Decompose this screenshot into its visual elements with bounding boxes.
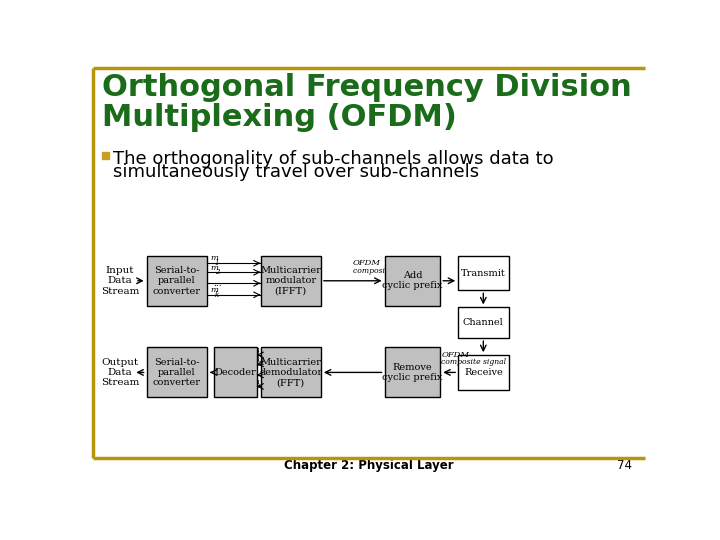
Text: Chapter 2: Physical Layer: Chapter 2: Physical Layer	[284, 458, 454, 472]
Text: Remove
cyclic prefix: Remove cyclic prefix	[382, 363, 443, 382]
Text: 1: 1	[215, 259, 220, 267]
Text: ...: ...	[213, 279, 222, 288]
Text: 74: 74	[618, 458, 632, 472]
Bar	[147, 256, 207, 306]
Text: k: k	[256, 382, 260, 390]
Text: composite signal: composite signal	[441, 358, 507, 366]
Text: 2: 2	[215, 268, 220, 276]
Bar	[384, 347, 441, 397]
Text: simultaneously travel over sub-channels: simultaneously travel over sub-channels	[113, 164, 480, 181]
Text: Input
Data
Stream: Input Data Stream	[101, 266, 139, 296]
Bar	[102, 152, 109, 159]
Bar	[214, 347, 256, 397]
Text: The orthogonality of sub-channels allows data to: The orthogonality of sub-channels allows…	[113, 150, 554, 167]
Bar	[458, 307, 508, 338]
Text: composite signal: composite signal	[353, 267, 418, 275]
Text: Channel: Channel	[463, 318, 504, 327]
Text: Decoder: Decoder	[215, 368, 256, 377]
Text: 2: 2	[256, 360, 261, 368]
Bar	[261, 347, 321, 397]
Bar	[261, 256, 321, 306]
Text: Output
Data
Stream: Output Data Stream	[101, 357, 139, 387]
Bar	[147, 347, 207, 397]
Text: Multicarrier
demodulator
(FFT): Multicarrier demodulator (FFT)	[259, 357, 323, 387]
Text: OFDM: OFDM	[353, 259, 381, 267]
Text: Multiplexing (OFDM): Multiplexing (OFDM)	[102, 103, 457, 132]
Text: Transmit: Transmit	[461, 268, 505, 278]
Text: OFDM: OFDM	[441, 350, 469, 359]
Text: m: m	[251, 377, 259, 386]
Bar	[384, 256, 441, 306]
Text: m: m	[210, 254, 218, 262]
Text: ...: ...	[244, 370, 253, 380]
Text: Serial-to-
parallel
converter: Serial-to- parallel converter	[153, 357, 201, 387]
Text: 1: 1	[256, 351, 261, 359]
Bar	[458, 256, 508, 291]
Text: Add
cyclic prefix: Add cyclic prefix	[382, 271, 443, 291]
Text: Serial-to-
parallel
converter: Serial-to- parallel converter	[153, 266, 201, 296]
Text: m: m	[251, 355, 259, 363]
Bar	[458, 355, 508, 390]
Text: m: m	[210, 286, 218, 294]
Text: Receive: Receive	[464, 368, 503, 377]
Text: m: m	[251, 346, 259, 354]
Text: Multicarrier
modulator
(IFFT): Multicarrier modulator (IFFT)	[261, 266, 321, 296]
Text: m: m	[210, 264, 218, 272]
Text: Orthogonal Frequency Division: Orthogonal Frequency Division	[102, 72, 632, 102]
Text: k: k	[215, 291, 219, 299]
